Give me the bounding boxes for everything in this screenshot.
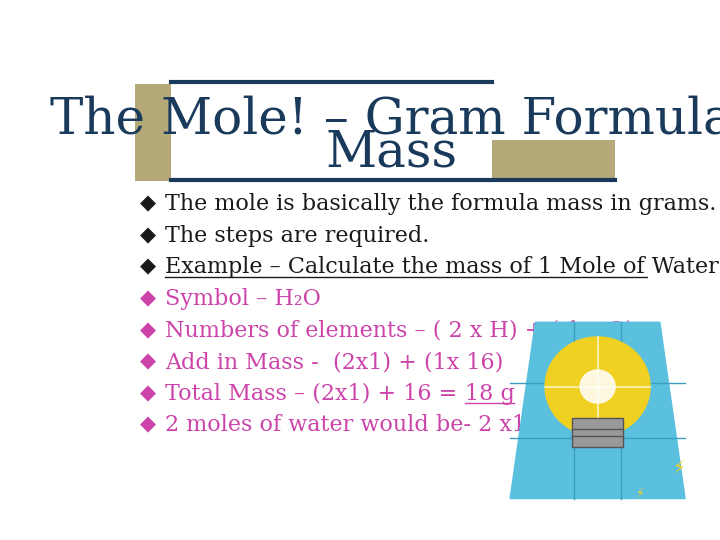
Text: ⚡: ⚡ xyxy=(636,487,644,500)
Text: Mass: Mass xyxy=(325,128,457,178)
Text: ◆: ◆ xyxy=(140,353,156,372)
Text: ◆: ◆ xyxy=(140,258,156,277)
FancyBboxPatch shape xyxy=(572,418,623,447)
FancyBboxPatch shape xyxy=(492,140,615,181)
Text: ◆: ◆ xyxy=(140,289,156,308)
Text: The mole is basically the formula mass in grams.: The mole is basically the formula mass i… xyxy=(166,193,716,215)
Circle shape xyxy=(545,337,650,436)
Text: ◆: ◆ xyxy=(140,226,156,245)
Circle shape xyxy=(580,370,615,403)
Text: Add in Mass -  (2x1) + (1x 16): Add in Mass - (2x1) + (1x 16) xyxy=(166,351,504,373)
FancyBboxPatch shape xyxy=(135,84,171,181)
Text: 18 g: 18 g xyxy=(464,383,515,404)
Text: Total Mass – (2x1) + 16 =: Total Mass – (2x1) + 16 = xyxy=(166,383,464,404)
Text: 32g: 32g xyxy=(588,414,630,436)
Text: ◆: ◆ xyxy=(140,321,156,340)
Text: ◆: ◆ xyxy=(140,416,156,435)
Text: The steps are required.: The steps are required. xyxy=(166,225,430,247)
Text: ◆: ◆ xyxy=(140,384,156,403)
Text: The Mole! – Gram Formula: The Mole! – Gram Formula xyxy=(50,95,720,144)
Text: Numbers of elements – ( 2 x H) + ( 1 x O): Numbers of elements – ( 2 x H) + ( 1 x O… xyxy=(166,320,634,341)
Text: ⚡: ⚡ xyxy=(673,460,685,478)
Polygon shape xyxy=(510,322,685,498)
Text: ◆: ◆ xyxy=(140,194,156,214)
Text: Symbol – H₂O: Symbol – H₂O xyxy=(166,288,321,310)
Text: 2 moles of water would be- 2 x18g =: 2 moles of water would be- 2 x18g = xyxy=(166,414,588,436)
Text: Example – Calculate the mass of 1 Mole of Water: Example – Calculate the mass of 1 Mole o… xyxy=(166,256,719,278)
